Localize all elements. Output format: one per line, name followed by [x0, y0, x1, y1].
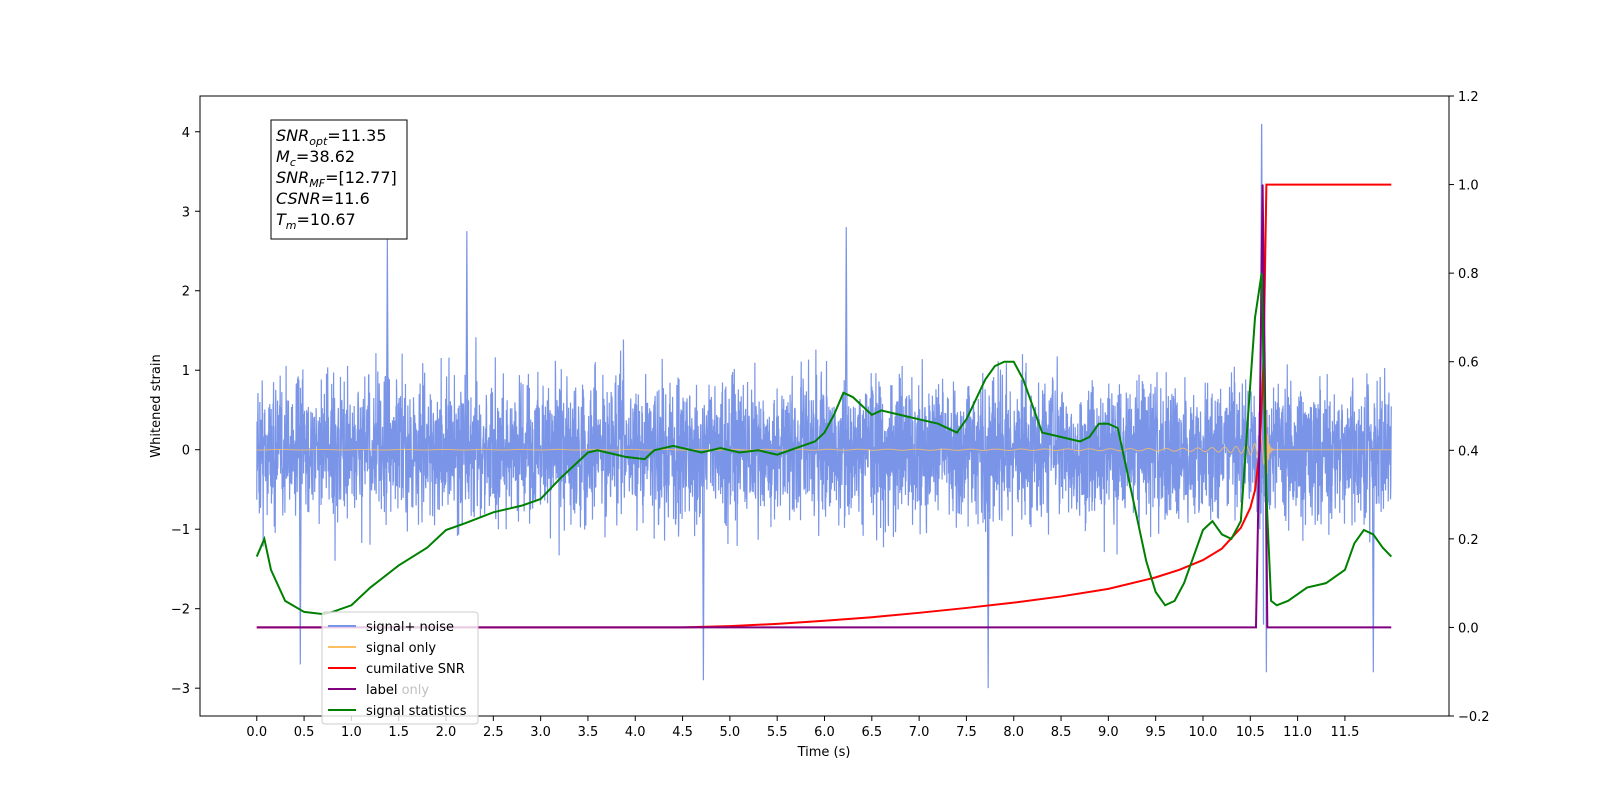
annotation-box: SNRopt=11.35Mc=38.62SNRMF=[12.77]CSNR=11…	[270, 119, 408, 240]
y-right-tick-label: −0.2	[1458, 710, 1490, 725]
x-tick-label: 8.0	[1003, 725, 1024, 740]
x-tick-label: 5.0	[720, 725, 741, 740]
series-line-cumilative-snr	[256, 183, 1392, 629]
x-tick-label: 1.0	[341, 725, 362, 740]
series-line-signal-only	[256, 414, 1392, 475]
legend-label: signal statistics	[366, 704, 467, 719]
x-axis-label: Time (s)	[797, 745, 851, 760]
x-axis: 0.0 0.5 1.0 1.5 2.0 2.5 3.0 3.5 4.0 4.5 5.0 5.5 6.0 6…	[246, 716, 1359, 740]
x-tick-label: 4.5	[672, 725, 693, 740]
legend-ghost-text: label only	[366, 683, 429, 698]
series-line-signal-noise	[256, 337, 1392, 561]
x-tick-label: 2.0	[436, 725, 457, 740]
x-tick-label: 8.5	[1051, 725, 1072, 740]
x-tick-label: 3.5	[578, 725, 599, 740]
y-right-tick-label: 0.2	[1458, 533, 1479, 548]
x-tick-label: 9.0	[1098, 725, 1119, 740]
y-left-tick-label: −1	[171, 523, 190, 538]
x-tick-label: 11.5	[1330, 725, 1359, 740]
x-tick-label: 9.5	[1145, 725, 1166, 740]
plot-area	[255, 123, 1393, 689]
annotation-line: SNRopt=11.35	[276, 126, 387, 148]
x-tick-label: 2.5	[483, 725, 504, 740]
x-tick-label: 10.5	[1236, 725, 1265, 740]
signal-noise-spike-3	[844, 227, 848, 450]
y-left-tick-label: −3	[171, 682, 190, 697]
legend: label only signal+ noise signal only cumila…	[321, 611, 479, 725]
legend-frame	[321, 611, 479, 725]
y-axis-label: Whitened strain	[149, 354, 164, 457]
x-tick-label: 7.5	[956, 725, 977, 740]
series-group	[255, 123, 1393, 689]
y-right-tick-label: 0.0	[1458, 621, 1479, 636]
y-right-tick-label: 1.0	[1458, 179, 1479, 194]
y-right-tick-label: 1.2	[1458, 90, 1479, 105]
x-tick-label: 5.5	[767, 725, 788, 740]
x-tick-label: 6.0	[814, 725, 835, 740]
x-tick-label: 7.0	[909, 725, 930, 740]
legend-label: signal+ noise	[366, 620, 454, 635]
signal-noise-spike-7	[298, 449, 302, 665]
x-tick-label: 0.0	[246, 725, 267, 740]
legend-label: cumilative SNR	[366, 662, 465, 677]
annotation-line: CSNR=11.6	[276, 189, 370, 208]
y-axis-left: −3 −2 −1 0 1 2 3 4	[171, 126, 200, 697]
legend-label: label	[366, 683, 397, 698]
x-tick-label: 0.5	[294, 725, 315, 740]
y-right-tick-label: 0.8	[1458, 267, 1479, 282]
annotation-line: Tm=10.67	[276, 210, 356, 232]
x-tick-label: 11.0	[1283, 725, 1312, 740]
x-tick-label: 10.0	[1189, 725, 1218, 740]
x-tick-label: 1.5	[388, 725, 409, 740]
y-right-tick-label: 0.4	[1458, 444, 1479, 459]
signal-noise-spike-6	[1371, 449, 1375, 673]
annotation-line: Mc=38.62	[276, 147, 355, 169]
x-tick-label: 4.0	[625, 725, 646, 740]
y-left-tick-label: 0	[182, 444, 190, 459]
y-left-tick-label: 1	[182, 364, 190, 379]
annotation-line: SNRMF=[12.77]	[276, 168, 397, 190]
series-line-label	[256, 184, 1392, 629]
signal-noise-spike-1	[465, 231, 469, 450]
x-tick-label: 3.0	[530, 725, 551, 740]
y-right-tick-label: 0.6	[1458, 356, 1479, 371]
y-left-tick-label: 3	[182, 205, 190, 220]
y-axis-right: −0.2 0.0 0.2 0.4 0.6 0.8 1.0 1.2	[1449, 90, 1490, 725]
legend-label: signal only	[366, 641, 436, 656]
y-left-tick-label: 2	[182, 285, 190, 300]
y-left-tick-label: −2	[171, 603, 190, 618]
x-tick-label: 6.5	[861, 725, 882, 740]
y-left-tick-label: 4	[182, 126, 190, 141]
annotation-frame	[270, 119, 408, 240]
series-line-signal-statistics	[255, 272, 1393, 616]
